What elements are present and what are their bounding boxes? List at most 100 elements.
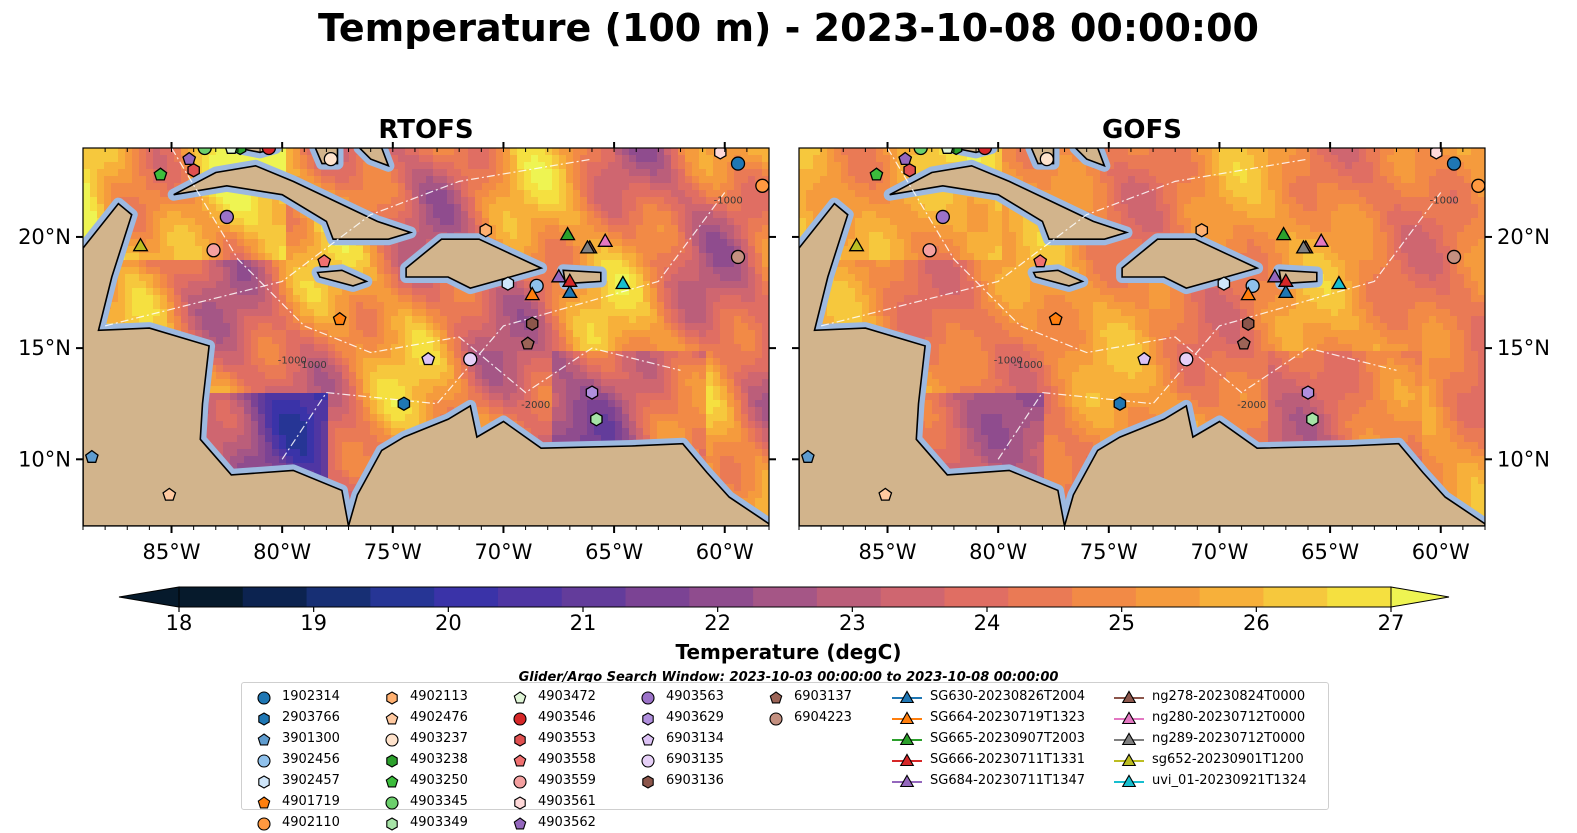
map-marker-SG664-20230719T1323 bbox=[1240, 286, 1257, 301]
map-marker-ng280-20230712T0000 bbox=[597, 232, 614, 247]
lon-tick-label: 80°W bbox=[253, 540, 311, 564]
map-marker-6903136 bbox=[1241, 316, 1255, 331]
legend-label: ng280-20230712T0000 bbox=[1152, 710, 1306, 725]
legend-marker-icon bbox=[385, 774, 399, 787]
colorbar-tick-label: 21 bbox=[569, 611, 597, 635]
land-polygon bbox=[173, 164, 414, 240]
legend-label: 4901719 bbox=[282, 794, 340, 809]
legend-column: 4903472 4903546 4903553 4903558 4903559 49035… bbox=[508, 686, 596, 833]
map-marker-4903345 bbox=[913, 148, 928, 156]
legend-label: SG666-20230711T1331 bbox=[930, 752, 1086, 767]
legend-column: 6903137 6904223 bbox=[764, 686, 852, 728]
legend-column: 4903563 4903629 6903134 6903135 6903136 bbox=[636, 686, 724, 791]
legend-label: SG665-20230907T2003 bbox=[930, 731, 1086, 746]
legend-label: 4903250 bbox=[410, 773, 468, 788]
colorbar-tick-label: 18 bbox=[165, 611, 193, 635]
legend-marker-icon bbox=[257, 732, 271, 745]
map-marker-SG666-20230711T1331 bbox=[561, 272, 578, 287]
map-marker-3902457 bbox=[501, 276, 515, 291]
colorbar-segment bbox=[179, 587, 244, 607]
legend-entry: 4903561 bbox=[508, 791, 596, 812]
map-marker-SG630-20230826T2004 bbox=[1277, 284, 1294, 299]
legend-label: 6903137 bbox=[794, 689, 852, 704]
map-marker-3901300 bbox=[84, 449, 99, 463]
legend-label: 4903349 bbox=[410, 815, 468, 830]
colorbar-label: Temperature (degC) bbox=[675, 640, 902, 664]
map-marker-4903558 bbox=[317, 254, 332, 268]
map-marker-6903137 bbox=[1236, 336, 1251, 350]
land-polygon bbox=[83, 202, 350, 526]
legend-entry: 4903629 bbox=[636, 707, 724, 728]
isobath-label: -2000 bbox=[521, 400, 550, 411]
lon-tick-label: 80°W bbox=[969, 540, 1027, 564]
map-marker-4903345 bbox=[197, 148, 212, 156]
lon-tick-label: 70°W bbox=[474, 540, 532, 564]
legend-marker-icon bbox=[513, 816, 527, 829]
legend-entry: 4903472 bbox=[508, 686, 596, 707]
legend-column: 1902314 2903766 3901300 3902456 3902457 49017… bbox=[252, 686, 340, 833]
map-marker-4903546 bbox=[977, 148, 993, 156]
lon-tick-label: 75°W bbox=[364, 540, 422, 564]
map-marker-4903546 bbox=[261, 148, 277, 156]
map-marker-4903563 bbox=[219, 209, 234, 225]
legend-entry: 3901300 bbox=[252, 728, 340, 749]
legend: 1902314 2903766 3901300 3902456 3902457 49017… bbox=[241, 682, 1329, 831]
map-marker-4903558 bbox=[1033, 254, 1048, 268]
legend-label: SG664-20230719T1323 bbox=[930, 710, 1086, 725]
colorbar-tick-label: 26 bbox=[1242, 611, 1270, 635]
map-marker-4903250 bbox=[153, 167, 168, 181]
colorbar-tick-label: 27 bbox=[1377, 611, 1405, 635]
legend-label: 6903135 bbox=[666, 752, 724, 767]
legend-entry: SG630-20230826T2004 bbox=[890, 686, 1085, 707]
map-marker-4903562 bbox=[182, 151, 197, 166]
legend-marker-icon bbox=[1114, 752, 1144, 766]
colorbar-segment bbox=[242, 587, 308, 607]
map-marker-4903559 bbox=[922, 243, 937, 258]
map-marker-SG630-20230826T2004 bbox=[561, 284, 578, 299]
lon-tick-label: 65°W bbox=[1301, 540, 1359, 564]
land-polygon bbox=[1063, 404, 1485, 526]
colorbar-tick-label: 24 bbox=[973, 611, 1001, 635]
legend-entry: 4903558 bbox=[508, 749, 596, 770]
map-marker-uvi_01-20230921T1324 bbox=[614, 275, 631, 290]
colorbar-segment bbox=[434, 587, 499, 607]
map-marker-4903561 bbox=[1430, 148, 1443, 160]
map-marker-4903237 bbox=[323, 151, 338, 167]
isobath-label: -2000 bbox=[1237, 400, 1266, 411]
colorbar bbox=[118, 586, 1450, 612]
map-marker-4901719 bbox=[1048, 311, 1063, 326]
legend-entry: 6903135 bbox=[636, 749, 724, 770]
legend-label: 6903136 bbox=[666, 773, 724, 788]
legend-marker-icon bbox=[769, 711, 783, 726]
legend-label: 4903546 bbox=[538, 710, 596, 725]
legend-entry: 6903137 bbox=[764, 686, 852, 707]
legend-label: 4903472 bbox=[538, 689, 596, 704]
legend-marker-icon bbox=[892, 710, 922, 724]
legend-marker-icon bbox=[514, 732, 526, 747]
panel-title-gofs: GOFS bbox=[1102, 115, 1182, 145]
colorbar-segment bbox=[561, 587, 627, 607]
map-marker-4902113 bbox=[1195, 223, 1209, 238]
map-marker-4903553 bbox=[187, 162, 200, 178]
lat-tick-label: 20°N bbox=[18, 225, 71, 249]
legend-marker-icon bbox=[385, 795, 399, 810]
legend-label: 4903553 bbox=[538, 731, 596, 746]
legend-marker-icon bbox=[257, 816, 271, 831]
legend-marker-icon bbox=[257, 753, 271, 768]
isobath-label: -1000 bbox=[1430, 196, 1459, 207]
colorbar-segment bbox=[625, 587, 690, 607]
colorbar-segment bbox=[753, 587, 818, 607]
colorbar-segment bbox=[1327, 587, 1392, 607]
legend-entry: ng280-20230712T0000 bbox=[1112, 707, 1306, 728]
land-polygon bbox=[405, 238, 544, 289]
colorbar-segment bbox=[944, 587, 1009, 607]
legend-marker-icon bbox=[513, 774, 527, 789]
lat-tick-label: 15°N bbox=[18, 336, 71, 360]
legend-marker-icon bbox=[642, 711, 654, 726]
legend-entry: 4903250 bbox=[380, 770, 468, 791]
legend-entry: 3902456 bbox=[252, 749, 340, 770]
colorbar-low-extend bbox=[118, 586, 180, 608]
legend-column: SG630-20230826T2004 SG664-20230719T1323 SG… bbox=[890, 686, 1085, 791]
